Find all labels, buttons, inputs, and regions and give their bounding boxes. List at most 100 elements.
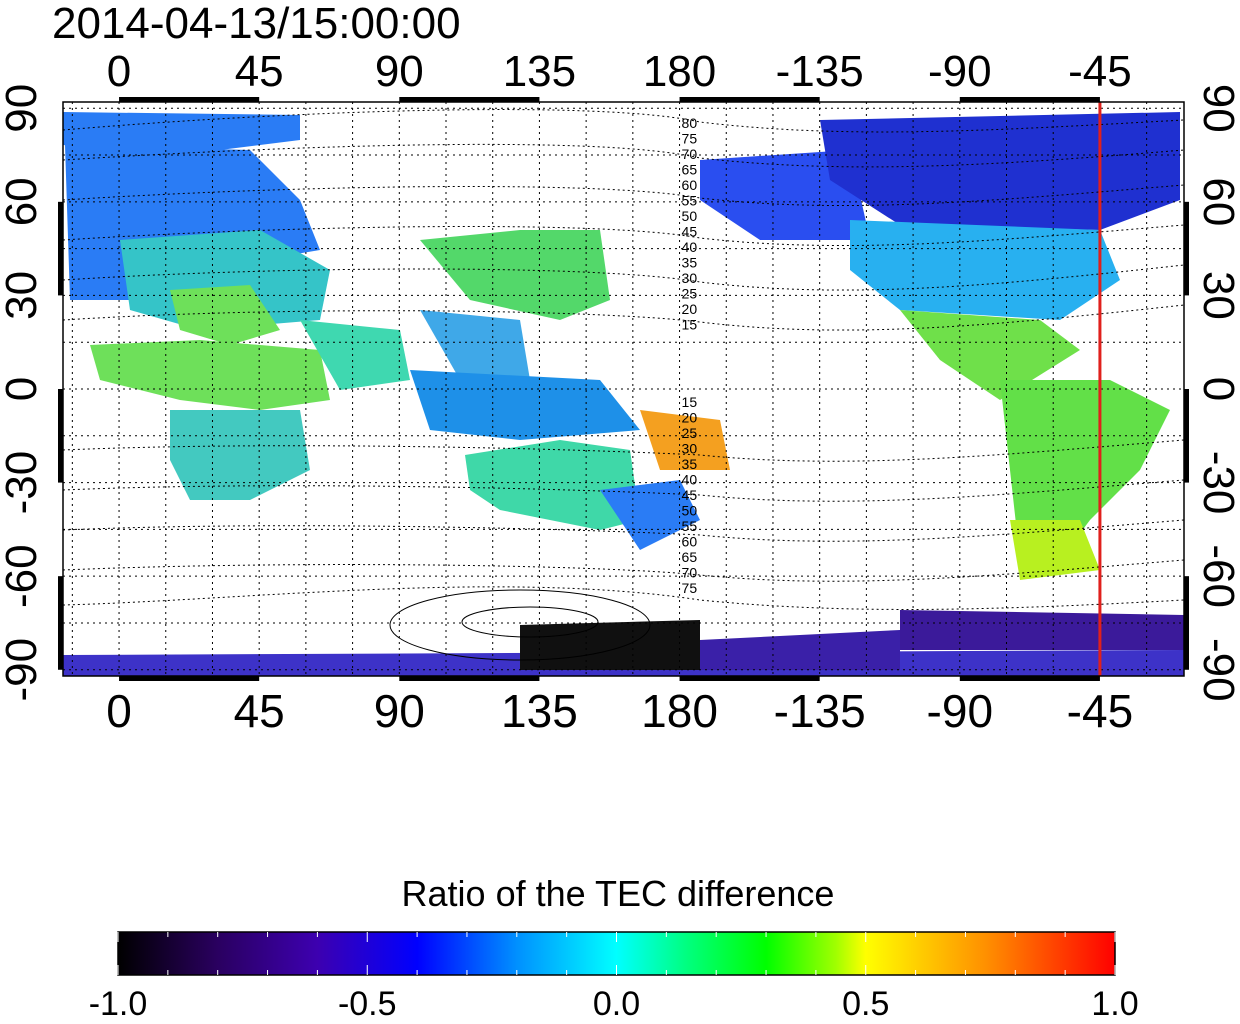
lon-tick-label-top: 45 xyxy=(235,47,284,96)
tec-patch-med xyxy=(170,285,280,345)
lon-ticks-bottom: 0 45 90 135 180 -135 -90 -45 xyxy=(106,685,1133,737)
lat-tick-label-right: -30 xyxy=(1194,451,1240,515)
border-bar-bottom xyxy=(679,676,820,681)
colorbar-tick-marks xyxy=(117,932,1116,975)
contour-line xyxy=(63,224,1184,247)
tec-patch-arctic xyxy=(63,112,300,150)
lat-tick-label-right: 0 xyxy=(1194,377,1240,401)
contour-label: 15 xyxy=(682,394,698,410)
contour-label: 15 xyxy=(682,317,698,333)
contour-label: 60 xyxy=(682,534,698,550)
contour-label: 50 xyxy=(682,208,698,224)
lon-tick-label-top: -90 xyxy=(928,47,992,96)
lon-tick-label-top: 180 xyxy=(643,47,716,96)
border-bar-left xyxy=(58,201,63,296)
contour-label: 65 xyxy=(682,162,698,178)
lon-tick-label-bottom: 90 xyxy=(374,685,425,737)
tec-patch-antarctic-east xyxy=(700,630,900,670)
lat-tick-label-left: -60 xyxy=(0,544,46,608)
lat-tick-label-right: -60 xyxy=(1194,544,1240,608)
contour-label: 65 xyxy=(682,549,698,565)
contour-label: 45 xyxy=(682,224,698,240)
tec-patch-pacific xyxy=(640,410,730,470)
contour-label: 30 xyxy=(682,270,698,286)
contour-label: 25 xyxy=(682,425,698,441)
contour-label: 70 xyxy=(682,146,698,162)
lon-tick-label-top: -45 xyxy=(1068,47,1132,96)
lon-tick-label-top: -135 xyxy=(776,47,864,96)
contour-line xyxy=(63,184,1184,207)
border-bar-top xyxy=(679,97,820,102)
contour-line xyxy=(63,264,1184,291)
tec-patch-usa xyxy=(850,220,1120,320)
contour-label: 55 xyxy=(682,518,698,534)
border-bar-top xyxy=(119,97,260,102)
lon-tick-label-bottom: -45 xyxy=(1067,685,1133,737)
lon-tick-label-bottom: 180 xyxy=(641,685,718,737)
contour-label: 40 xyxy=(682,239,698,255)
tec-patch-australia-se xyxy=(600,480,700,550)
contour-labels: 8075706560555045403530252015152025303540… xyxy=(682,115,698,596)
contour-line xyxy=(63,143,1184,168)
contour-ring xyxy=(461,606,599,638)
border-bar-top xyxy=(959,97,1100,102)
tec-patch-china xyxy=(420,310,530,380)
tec-patch-europe-south xyxy=(120,230,330,330)
lat-tick-label-left: 90 xyxy=(0,84,46,133)
colorbar-tick-label: 1.0 xyxy=(1091,985,1139,1023)
tec-patch-canada xyxy=(820,112,1180,230)
contour-line xyxy=(63,304,1184,331)
contour-line xyxy=(63,109,1184,133)
contour-label: 30 xyxy=(682,441,698,457)
lon-tick-label-bottom: 135 xyxy=(501,685,578,737)
tec-patch-africa-south xyxy=(170,410,310,500)
magnetic-contours xyxy=(63,109,1184,661)
tec-patch-indonesia xyxy=(410,370,640,440)
colorbar-tick-label: -0.5 xyxy=(337,985,397,1023)
contour-label: 50 xyxy=(682,503,698,519)
lon-ticks-top: 0 45 90 135 180 -135 -90 -45 xyxy=(107,47,1132,96)
lat-ticks-right: 90 60 30 0 -30 -60 -90 xyxy=(1194,84,1240,702)
border-bar-bottom xyxy=(119,676,260,681)
border-bar-right xyxy=(1184,576,1189,670)
contour-line xyxy=(63,559,1184,582)
colorbar-tick-label: 0.0 xyxy=(592,985,641,1023)
lat-tick-label-right: 60 xyxy=(1194,177,1240,226)
contour-label: 75 xyxy=(682,580,698,596)
lat-ticks-left: 90 60 30 0 -30 -60 -90 xyxy=(0,84,46,702)
border-bar-bottom xyxy=(959,676,1100,681)
contour-label: 75 xyxy=(682,131,698,147)
lat-tick-label-right: 30 xyxy=(1194,271,1240,320)
lon-tick-label-bottom: -90 xyxy=(927,685,993,737)
contour-label: 80 xyxy=(682,115,698,131)
border-bar-left xyxy=(58,576,63,670)
contour-label: 35 xyxy=(682,255,698,271)
contour-line xyxy=(63,479,1184,502)
colorbar-tick-label: -1.0 xyxy=(88,985,148,1023)
colorbar-tick-label: 0.5 xyxy=(842,985,890,1023)
contour-line xyxy=(63,586,1184,610)
lat-tick-label-right: 90 xyxy=(1194,84,1240,133)
lon-tick-label-bottom: 45 xyxy=(234,685,285,737)
tec-patch-south-america xyxy=(1000,380,1170,560)
contour-label: 70 xyxy=(682,565,698,581)
lat-tick-label-left: -30 xyxy=(0,451,46,515)
tec-data-layer xyxy=(63,112,1184,676)
lon-tick-label-bottom: 0 xyxy=(106,685,132,737)
contour-label: 25 xyxy=(682,286,698,302)
map-border-bars xyxy=(58,97,1189,681)
tec-patch-alaska xyxy=(700,150,870,240)
contour-label: 45 xyxy=(682,487,698,503)
border-bar-right xyxy=(1184,389,1189,483)
lat-tick-label-left: 60 xyxy=(0,177,46,226)
lon-tick-label-top: 0 xyxy=(107,47,131,96)
lat-tick-label-left: -90 xyxy=(0,638,46,702)
contour-label: 55 xyxy=(682,193,698,209)
contour-label: 35 xyxy=(682,456,698,472)
border-bar-right xyxy=(1184,201,1189,296)
contour-label: 60 xyxy=(682,177,698,193)
border-bar-bottom xyxy=(399,676,540,681)
lon-tick-label-top: 90 xyxy=(375,47,424,96)
map-gridlines xyxy=(63,102,1184,676)
tec-patch-australia xyxy=(465,440,640,530)
